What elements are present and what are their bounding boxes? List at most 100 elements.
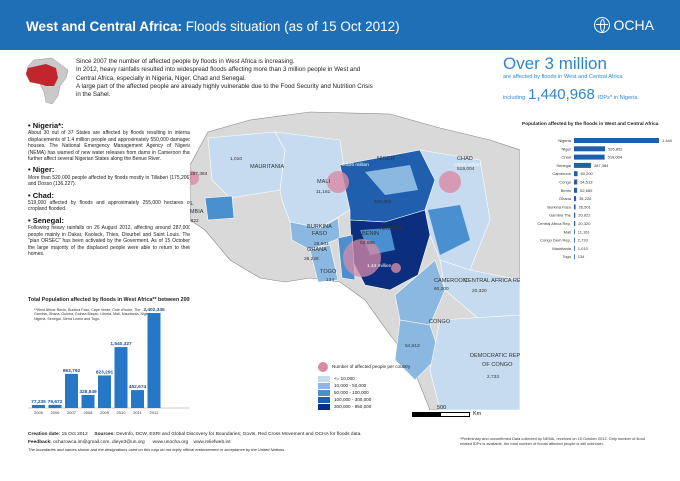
country-bar-chart: Nigeria 1,440,968 Niger 526,852 Chad 519,004 S… (537, 137, 680, 259)
value-label: 35,226 (579, 196, 592, 201)
map-label: SENEGAL (190, 201, 193, 207)
idp-prefix: including (503, 95, 526, 101)
creation-label: Creation date: (28, 432, 61, 437)
bar-Mauritania (574, 245, 575, 251)
map-label: 287,384 (190, 171, 208, 177)
map-label: 0.526 million (342, 162, 369, 168)
note-chad-title: • Chad: (28, 190, 54, 200)
scale-value: 500 (437, 405, 447, 411)
scale-bar (412, 411, 470, 417)
map-label: 526,852 (374, 199, 392, 205)
country-label: Benin (561, 187, 571, 192)
map-label: 519,004 (457, 166, 475, 172)
map-label: 54,513 (405, 343, 420, 349)
link-unocha[interactable]: www.unocha.org (152, 439, 189, 445)
legend-item: 100,000 - 300,000 (318, 396, 410, 403)
idp-suffix: IDPs* in Nigeria. (597, 95, 639, 101)
bar-2005 (32, 404, 45, 408)
legend-bubble-icon (318, 361, 328, 372)
title-rest: Floods situation (as of 15 Oct 2012) (182, 19, 400, 34)
map-label: 2,733 (487, 374, 499, 380)
legend-label: 10,000 - 50,000 (334, 383, 367, 388)
bar-Cameroon (574, 170, 578, 176)
country-label: Cameroon (552, 171, 571, 176)
ocha-logo: OCHA (593, 17, 654, 33)
intro-p2: In 2012, heavy rainfalls resulted into w… (76, 66, 361, 82)
bar-Gambia The (574, 212, 576, 218)
value-label: 519,004 (608, 154, 623, 159)
header-banner: West and Central Africa: Floods situatio… (0, 0, 680, 50)
country-label: Congo Dem Rep. (540, 237, 571, 242)
headline-big: Over 3 million (503, 54, 607, 73)
country-bar-panel: Population affected by the floods in Wes… (522, 122, 680, 293)
car-region (439, 259, 520, 321)
title-bold: West and Central Africa: (26, 19, 183, 34)
data-label: 79,672 (48, 399, 63, 405)
note-niger-title: • Niger: (28, 165, 55, 175)
legend-label: <= 10,000 (334, 376, 355, 381)
headline-idp: including 1,440,968 IDPs* in Nigeria. (503, 86, 639, 103)
country-bar-title: Population affected by the floods in Wes… (522, 122, 659, 127)
ghana-region (309, 244, 339, 283)
chad-dark-patch (428, 205, 470, 255)
niger-light-patch (365, 165, 418, 195)
west-central-africa-highlight (26, 64, 58, 86)
country-label: Chad (561, 154, 571, 159)
map-label: 1,010 (230, 156, 242, 162)
intro-p1: Since 2007 the number of affected people… (76, 58, 295, 65)
intro-p3: A large part of the affected people are … (76, 82, 373, 99)
map-label: FASO (312, 231, 328, 237)
map-label: CENTRAL AFRICA REP (464, 278, 520, 284)
legend-swatch (318, 396, 330, 403)
bar-2011 (131, 390, 144, 408)
map-label: MAURITANIA (250, 164, 284, 170)
bar-2007 (65, 373, 78, 408)
history-chart-title: Total Population affected by floods in W… (28, 297, 206, 303)
map-label: 26,501 (314, 241, 329, 247)
disclaimer: The boundaries and names shown and the d… (28, 447, 286, 452)
country-label: Central Africa Rep. (537, 221, 571, 226)
map-label: 1.44 million (367, 263, 392, 269)
africa-locator-map (25, 57, 69, 105)
legend-bubble-label: Number of affected people per country (332, 364, 411, 369)
bar-2009 (98, 375, 111, 408)
feedback-email[interactable]: ocharowca.im@gmail.com, dieye3@un.org (53, 439, 145, 445)
legend-label: 50,000 - 100,000 (334, 390, 369, 395)
map-label-layer: MAURITANIA 1,010 MALI 11,161 NIGER 526,852 CHA… (190, 156, 520, 380)
bar-Central Africa Rep. (574, 220, 576, 226)
legend-swatch (318, 375, 330, 382)
bar-Togo (574, 253, 575, 259)
senegal-region (204, 195, 235, 221)
note-nigeria-title: • Nigeria*: (28, 121, 64, 130)
tick-label: 2008 (84, 410, 94, 415)
legend-item: 10,000 - 50,000 (318, 382, 410, 389)
bar-Chad (574, 154, 605, 160)
feedback-label: Feedback: (28, 439, 52, 445)
link-reliefweb[interactable]: www.reliefweb.int (193, 439, 231, 445)
value-label: 11,161 (578, 229, 591, 234)
map-label: 134 (326, 277, 334, 283)
intro-text: Since 2007 the number of affected people… (76, 58, 376, 99)
bar-2008 (81, 394, 95, 408)
legend-label: 300,000 - 850,000 (334, 404, 372, 409)
map-label: THE GAMBIA (190, 209, 204, 215)
map-label: NIGER (377, 156, 395, 162)
map-label: 60,200 (434, 286, 449, 292)
sources-label: Sources: (94, 432, 115, 437)
value-label: 2,733 (578, 237, 589, 242)
bar-2006 (48, 404, 62, 408)
bar-Congo (574, 179, 578, 185)
sources-text: DevInfo, DCW, ESRI and Global Discovery … (116, 432, 362, 437)
note-senegal-text: Following heavy rainfalls on 26 August 2… (28, 225, 191, 257)
map-label: NIGERIA (380, 226, 403, 232)
bar-Nigeria (574, 137, 659, 143)
value-label: 20,822 (578, 212, 591, 217)
value-label: 1,010 (578, 245, 589, 250)
note-nigeria-text: About 30 out of 37 States are affected b… (28, 130, 191, 163)
bar-2012 (147, 313, 161, 408)
value-label: 134 (578, 254, 585, 259)
map-label: 52,689 (360, 240, 375, 246)
legend-item: 50,000 - 100,000 (318, 389, 410, 396)
legend-swatch (318, 382, 330, 389)
data-label: 452,674 (129, 384, 147, 390)
